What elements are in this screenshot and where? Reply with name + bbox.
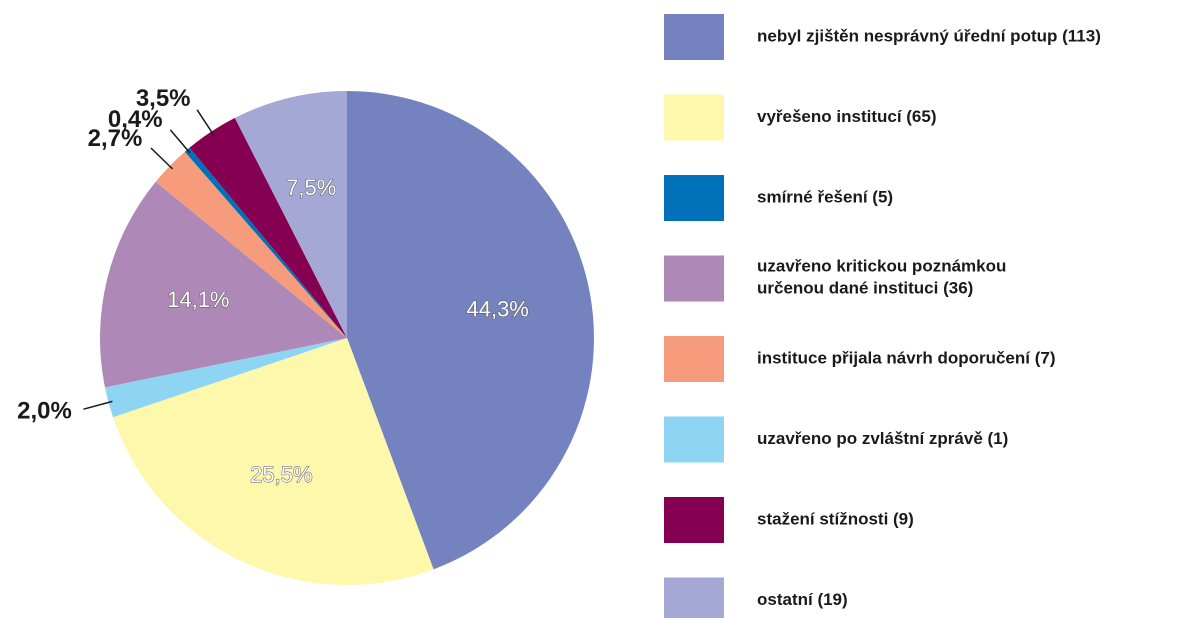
- leader-line: [83, 400, 113, 410]
- slice-label: 7,5%: [286, 175, 336, 200]
- legend-swatch: [664, 14, 724, 60]
- legend-label: uzavřeno kritickou poznámkou určenou dané…: [757, 257, 1006, 298]
- slice-label: 3,5%: [136, 85, 191, 112]
- leader-line: [169, 129, 191, 154]
- pie-slice: [100, 181, 347, 388]
- legend-swatch: [664, 175, 724, 221]
- legend-label: ostatní (19): [757, 590, 848, 609]
- legend-label: uzavřeno po zvláštní zprávě (1): [757, 429, 1008, 448]
- legend-swatch: [664, 416, 724, 463]
- slice-label: 0,4%: [108, 106, 163, 133]
- legend-swatch: [664, 336, 724, 382]
- legend-label: instituce přijala návrh doporučení (7): [757, 348, 1056, 367]
- legend-swatch: [664, 94, 724, 141]
- slice-label: 2,0%: [17, 398, 72, 425]
- slice-label: 44,3%: [466, 297, 528, 322]
- pie-slice: [113, 338, 434, 585]
- legend-label: nebyl zjištěn nesprávný úřední potup (11…: [757, 26, 1101, 45]
- legend-label: vyřešeno institucí (65): [757, 107, 937, 126]
- pie-slice: [184, 147, 347, 338]
- pie-slice: [189, 117, 347, 338]
- legend-swatch: [664, 255, 724, 302]
- slice-label: 14,1%: [167, 287, 229, 312]
- legend-label: smírné řešení (5): [757, 187, 893, 206]
- legend-swatch: [664, 577, 724, 618]
- pie-slice: [155, 151, 347, 338]
- pie-slice: [347, 91, 594, 570]
- slice-label: 2,7%: [88, 125, 143, 152]
- legend-swatch: [664, 497, 724, 543]
- leader-line: [196, 109, 215, 136]
- pie-slice: [234, 91, 347, 338]
- legend-label: stažení stížnosti (9): [757, 509, 914, 528]
- pie-slice: [104, 338, 347, 418]
- leader-line: [150, 147, 174, 170]
- slice-label: 25,5%: [250, 462, 312, 487]
